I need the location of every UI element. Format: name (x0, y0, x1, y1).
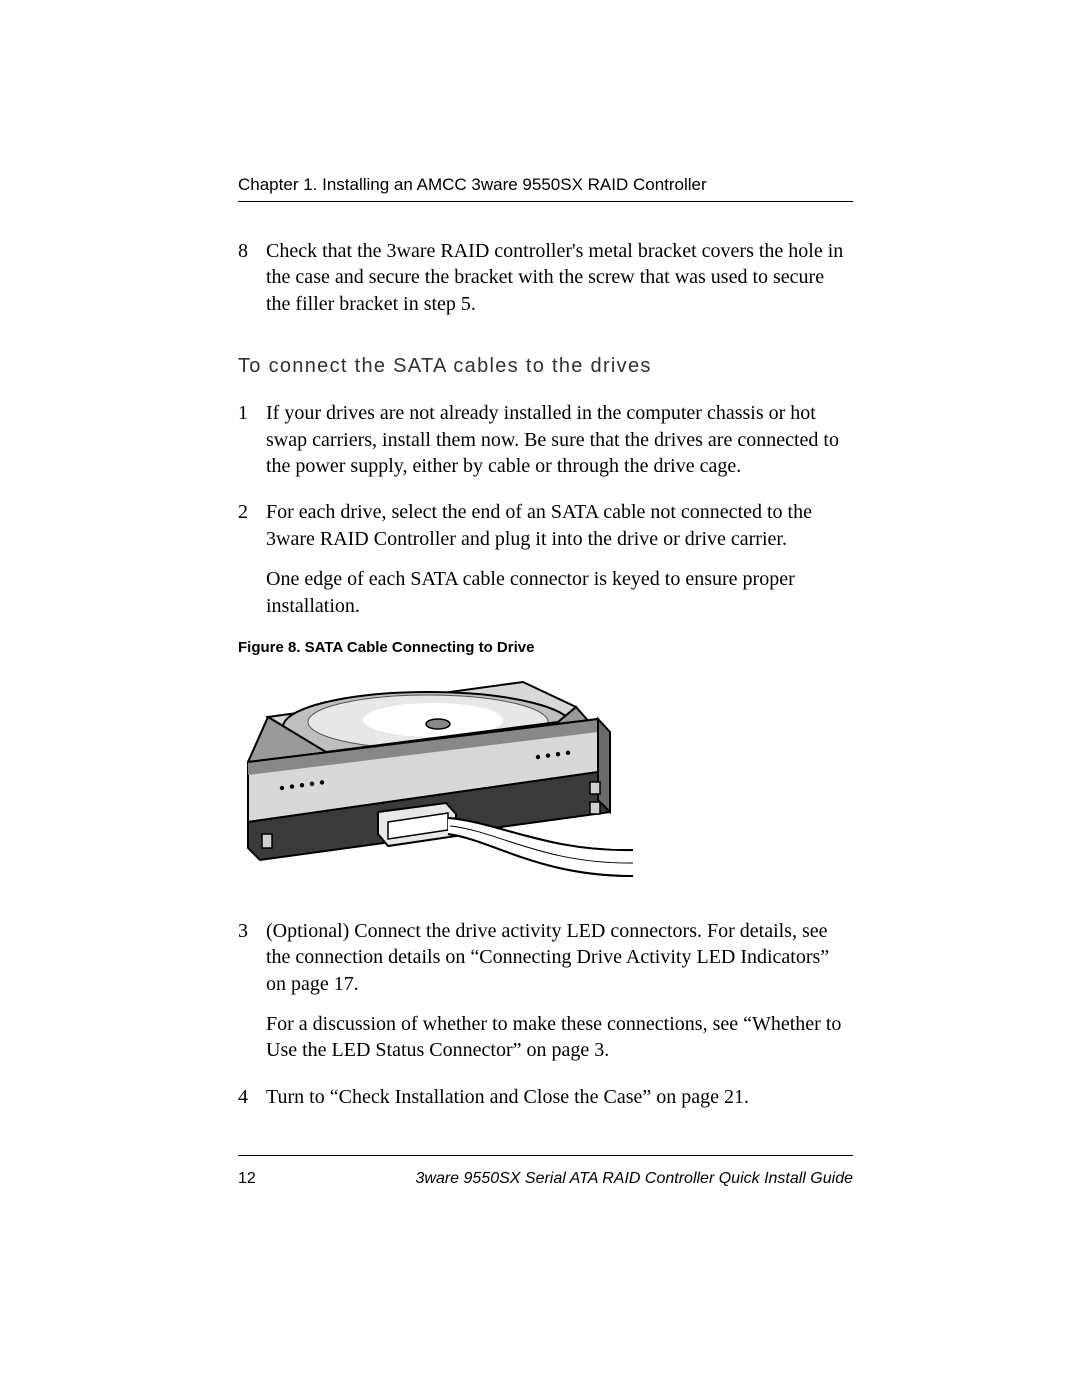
step-paragraph: For each drive, select the end of an SAT… (266, 499, 853, 552)
step-4: 4 Turn to “Check Installation and Close … (238, 1084, 853, 1110)
step-paragraph: One edge of each SATA cable connector is… (266, 566, 853, 619)
step-text: (Optional) Connect the drive activity LE… (266, 918, 853, 1064)
step-paragraph: Turn to “Check Installation and Close th… (266, 1084, 853, 1110)
figure-8: Figure 8. SATA Cable Connecting to Drive (238, 639, 853, 892)
step-paragraph: Check that the 3ware RAID controller's m… (266, 238, 853, 317)
step-3: 3 (Optional) Connect the drive activity … (238, 918, 853, 1064)
step-paragraph: For a discussion of whether to make thes… (266, 1011, 853, 1064)
chapter-header: Chapter 1. Installing an AMCC 3ware 9550… (238, 175, 853, 202)
step-1: 1 If your drives are not already install… (238, 400, 853, 479)
step-text: If your drives are not already installed… (266, 400, 853, 479)
step-8: 8 Check that the 3ware RAID controller's… (238, 238, 853, 317)
section-heading: To connect the SATA cables to the drives (238, 355, 853, 378)
step-number: 1 (238, 400, 266, 479)
page-content: Chapter 1. Installing an AMCC 3ware 9550… (238, 175, 853, 1130)
figure-caption: Figure 8. SATA Cable Connecting to Drive (238, 639, 853, 656)
step-2: 2 For each drive, select the end of an S… (238, 499, 853, 619)
step-paragraph: (Optional) Connect the drive activity LE… (266, 918, 853, 997)
page-footer: 12 3ware 9550SX Serial ATA RAID Controll… (238, 1155, 853, 1188)
step-number: 4 (238, 1084, 266, 1110)
footer-title: 3ware 9550SX Serial ATA RAID Controller … (308, 1170, 853, 1188)
step-number: 2 (238, 499, 266, 619)
step-number: 8 (238, 238, 266, 317)
step-text: Check that the 3ware RAID controller's m… (266, 238, 853, 317)
page-number: 12 (238, 1170, 308, 1188)
step-paragraph: If your drives are not already installed… (266, 400, 853, 479)
step-text: Turn to “Check Installation and Close th… (266, 1084, 853, 1110)
step-number: 3 (238, 918, 266, 1064)
step-text: For each drive, select the end of an SAT… (266, 499, 853, 619)
drive-illustration (238, 662, 633, 892)
